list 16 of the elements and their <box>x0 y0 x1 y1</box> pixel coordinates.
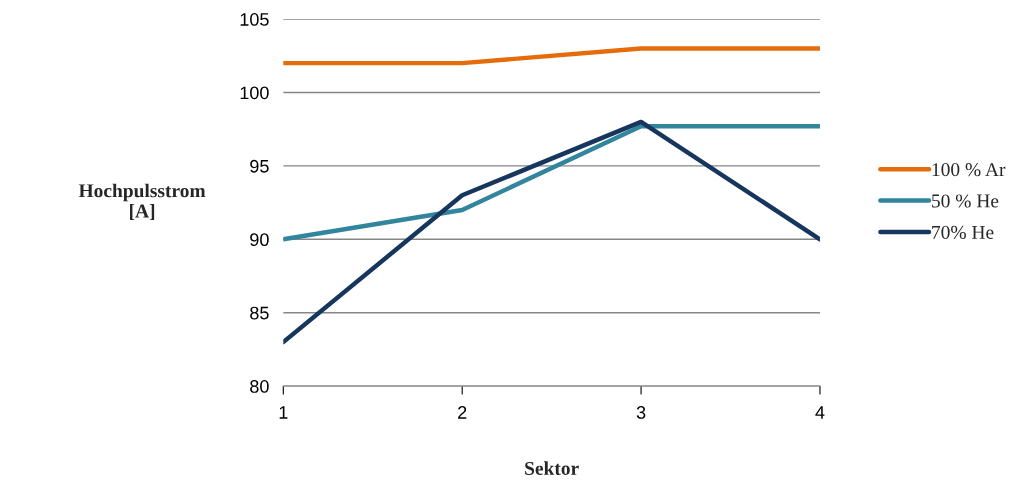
legend-label: 50 % He <box>932 194 999 208</box>
x-tick-label: 4 <box>815 406 825 419</box>
x-tick-label: 1 <box>279 406 288 419</box>
y-tick-label: 95 <box>250 159 269 173</box>
line-series <box>283 119 820 345</box>
y-tick-label: 85 <box>250 306 269 320</box>
x-tick-label: 3 <box>636 406 646 419</box>
y-axis-title: Hochpulsstrom [A] <box>78 183 206 221</box>
x-axis-title: Sektor <box>525 461 579 475</box>
x-tick-label: 2 <box>458 406 467 419</box>
y-tick-label: 80 <box>250 380 269 393</box>
y-tick-label: 105 <box>240 13 269 26</box>
legend-label: 100 % Ar <box>932 163 1006 177</box>
y-tick-label: 100 <box>240 86 269 100</box>
y-tick-label: 90 <box>250 233 269 247</box>
legend-label: 70% He <box>932 225 994 239</box>
